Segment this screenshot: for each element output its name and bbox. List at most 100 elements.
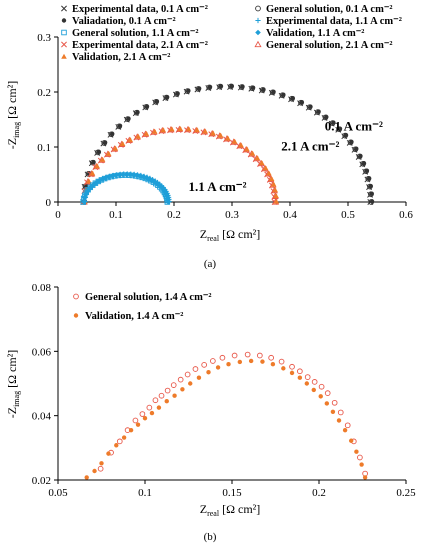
chart-a-point <box>96 149 102 155</box>
chart-b-point <box>289 363 295 370</box>
chart-a: 0 0.1 0.2 0.3 0.4 0.5 0.6 0 0.1 0.2 0.3 Experiment… <box>5 4 413 270</box>
chart-b-xlabel: Zreal [Ω cm²] <box>200 502 261 518</box>
chart-b-legend: General solution, 1.4 A cm⁻² Validation, … <box>73 292 212 322</box>
chart-a-point <box>89 170 96 176</box>
chart-a-annotation: 2.1 A cm⁻² <box>281 138 339 153</box>
chart-b-point <box>362 475 368 480</box>
chart-a-point <box>273 198 280 204</box>
chart-a-point <box>102 140 108 145</box>
chart-a-point <box>331 120 336 125</box>
chart-a-point <box>271 89 276 94</box>
chart-b-xtick-label: 0.25 <box>396 487 416 499</box>
chart-b-point <box>226 362 231 367</box>
chart-b-point <box>324 390 331 397</box>
chart-a-point <box>143 130 150 136</box>
chart-b-ytick-label: 0.02 <box>32 475 51 487</box>
chart-a-point <box>261 87 266 92</box>
chart-b-ticks: 0.05 0.1 0.15 0.2 0.25 0.02 0.04 0.06 0.08 <box>32 282 416 499</box>
chart-b-point <box>331 399 338 406</box>
chart-b-point <box>318 383 325 390</box>
chart-a-point <box>91 159 96 165</box>
chart-a-xtick-label: 0 <box>55 209 61 221</box>
chart-a-point <box>270 181 277 187</box>
chart-b-point <box>142 416 148 421</box>
chart-b-point <box>128 427 134 433</box>
chart-b-point <box>318 394 323 399</box>
chart-a-point <box>316 109 321 114</box>
chart-a-point <box>194 127 200 133</box>
chart-a-point <box>262 165 269 171</box>
chart-a-point <box>218 83 224 89</box>
chart-a-point <box>337 126 343 131</box>
chart-b-point <box>311 387 316 393</box>
chart-b-point <box>311 379 318 385</box>
chart-b-point <box>192 366 199 372</box>
chart-b-point <box>304 381 310 386</box>
chart-b-point <box>297 368 303 375</box>
chart-a-point <box>268 176 275 182</box>
chart-a-point <box>144 104 150 109</box>
chart-a-point <box>210 130 216 136</box>
chart-a-point <box>105 150 112 156</box>
chart-a-point <box>308 104 313 109</box>
chart-a-points <box>80 83 375 205</box>
chart-a-point <box>185 126 192 132</box>
chart-b-point <box>215 365 221 370</box>
chart-b-point <box>170 382 177 388</box>
chart-b-point <box>289 370 295 376</box>
chart-a-point <box>202 128 208 134</box>
chart-a-point <box>175 91 180 96</box>
chart-a-point <box>273 192 279 198</box>
chart-a-point <box>290 95 295 101</box>
chart-a-point <box>164 94 170 100</box>
chart-b-point <box>177 376 184 383</box>
chart-a-point <box>186 88 191 93</box>
chart-a-point <box>369 199 375 204</box>
chart-a-point <box>354 146 359 151</box>
chart-a-point <box>249 150 256 156</box>
chart-b-point <box>201 361 208 368</box>
chart-a-xtick-label: 0.5 <box>341 209 355 221</box>
chart-a-point <box>343 132 349 138</box>
chart-a-point <box>85 178 92 184</box>
chart-b-point <box>158 392 165 399</box>
chart-b-point <box>342 427 348 433</box>
chart-a-legend-marker <box>255 17 261 24</box>
chart-a-legend-label: Experimental data, 1.1 A cm⁻² <box>266 16 402 27</box>
chart-a-point <box>231 138 238 144</box>
chart-a-point <box>299 99 305 105</box>
chart-b-point <box>270 362 276 367</box>
chart-b-point <box>260 359 265 364</box>
chart-a-point <box>160 127 167 133</box>
chart-b-ytick-label: 0.06 <box>32 346 52 358</box>
chart-a-legend-marker <box>61 5 67 12</box>
chart-a-point <box>165 199 171 205</box>
chart-a-annotations: 0.1 A cm⁻² 2.1 A cm⁻² 1.1 A cm⁻² <box>189 119 383 195</box>
chart-a-xtick-label: 0.4 <box>283 209 297 221</box>
chart-a-point <box>254 155 261 161</box>
chart-a-annotation: 0.1 A cm⁻² <box>325 119 383 134</box>
chart-b-point <box>281 366 286 371</box>
chart-b-point <box>237 359 243 365</box>
chart-b-point <box>210 358 216 364</box>
chart-b-point <box>196 375 202 380</box>
chart-b-point <box>206 370 211 375</box>
chart-a-ytick-label: 0.3 <box>37 32 51 44</box>
chart-a-point <box>207 84 213 90</box>
chart-a-legend-label: Experimental data, 2.1 A cm⁻² <box>72 40 208 51</box>
chart-b-point <box>149 410 155 416</box>
chart-b-point <box>114 443 119 448</box>
chart-b-point <box>172 393 177 398</box>
chart-b-point <box>146 404 153 411</box>
chart-b-point <box>357 454 363 461</box>
chart-b-point <box>348 438 354 443</box>
chart-a-point <box>135 109 140 115</box>
chart-b-point <box>116 438 123 445</box>
chart-a-legend-marker <box>61 53 67 59</box>
chart-a-legend: Experimental data, 0.1 A cm⁻² General sol… <box>61 4 402 63</box>
chart-b: 0.05 0.1 0.15 0.2 0.25 0.02 0.04 0.06 0.08 Gener… <box>5 282 416 543</box>
chart-a-legend-label: Validation, 1.1 A cm⁻² <box>266 28 364 39</box>
chart-a-subtitle: (a) <box>204 258 217 270</box>
chart-b-point <box>180 387 185 392</box>
